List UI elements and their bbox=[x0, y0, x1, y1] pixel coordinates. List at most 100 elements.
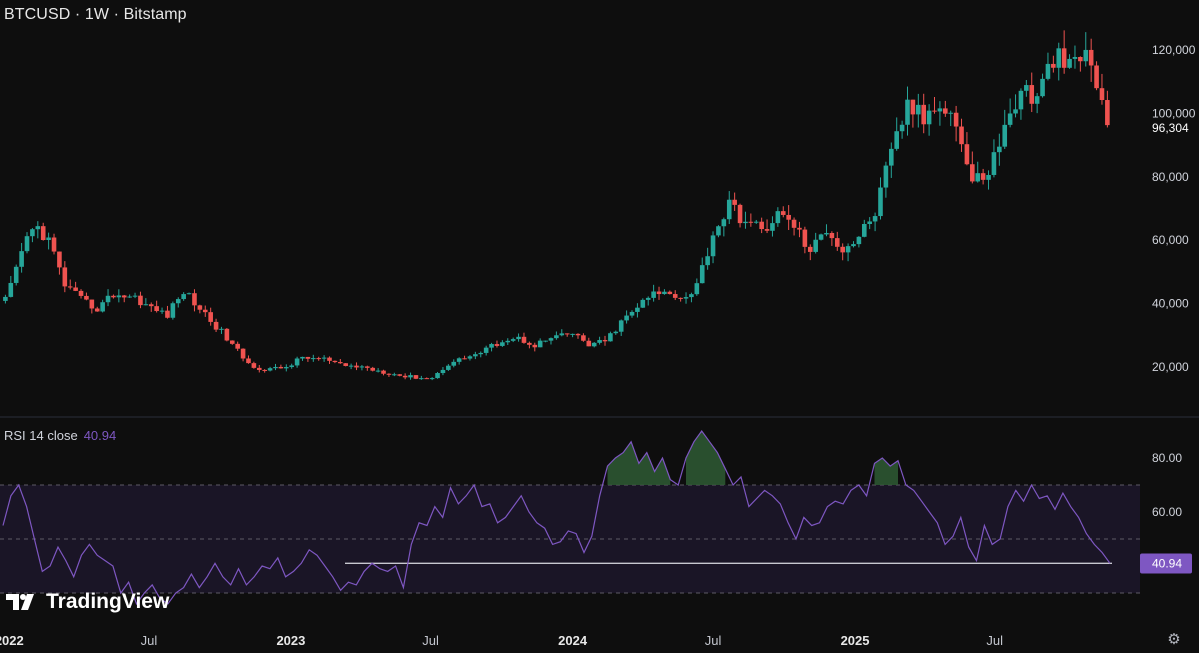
candle-body bbox=[132, 295, 138, 297]
candle-body bbox=[878, 187, 883, 217]
price-axis[interactable]: 20,000 40,000 60,000 80,000 100,000 120,000 bbox=[1152, 43, 1196, 374]
symbol-title[interactable]: BTCUSD · 1W · Bitstamp bbox=[4, 6, 187, 23]
candle-body bbox=[726, 199, 732, 220]
candle-body bbox=[392, 374, 397, 376]
candle-body bbox=[478, 352, 484, 355]
candle-body bbox=[543, 340, 548, 342]
candle-body bbox=[229, 340, 235, 344]
grid-lines bbox=[0, 484, 1140, 594]
candle-body bbox=[240, 348, 246, 359]
candle-body bbox=[586, 340, 592, 347]
candle-body bbox=[656, 291, 662, 295]
candle-body bbox=[1002, 124, 1008, 147]
candle-body bbox=[770, 223, 775, 231]
candle-body bbox=[888, 148, 894, 166]
time-tick-label: Jul bbox=[141, 633, 158, 648]
candle-body bbox=[24, 236, 30, 252]
candle-body bbox=[775, 211, 781, 224]
candle-body bbox=[672, 294, 678, 298]
candle-body bbox=[894, 131, 899, 149]
candle-body bbox=[791, 219, 797, 228]
candle-body bbox=[94, 308, 100, 312]
candle-body bbox=[202, 309, 208, 313]
candle-body bbox=[591, 342, 597, 347]
candle-body bbox=[343, 363, 349, 366]
candle-body bbox=[797, 227, 802, 230]
candle-body bbox=[1083, 49, 1089, 62]
candle-body bbox=[813, 239, 818, 252]
candle-body bbox=[467, 356, 473, 359]
candle-body bbox=[219, 328, 224, 330]
candle-body bbox=[970, 164, 975, 182]
candle-body bbox=[559, 333, 565, 336]
candle-body bbox=[332, 360, 338, 363]
last-price-marker: 96,304 bbox=[1146, 120, 1196, 137]
settings-icon[interactable]: ⚙ bbox=[1167, 631, 1181, 648]
candle-body bbox=[105, 295, 111, 303]
rsi-legend[interactable]: RSI 14 close 40.94 bbox=[4, 428, 116, 443]
rsi-overbought-area bbox=[686, 431, 726, 485]
candle-body bbox=[953, 112, 959, 127]
candle-body bbox=[743, 221, 748, 224]
candle-body bbox=[527, 342, 532, 345]
candle-body bbox=[224, 328, 230, 341]
candle-body bbox=[602, 340, 608, 342]
candle-body bbox=[678, 297, 683, 299]
candle-body bbox=[159, 310, 165, 312]
candle-body bbox=[278, 366, 284, 369]
candle-body bbox=[197, 305, 203, 310]
candle-body bbox=[780, 211, 786, 215]
candle-body bbox=[267, 368, 273, 371]
tradingview-logo: TradingView bbox=[6, 590, 169, 614]
candle-body bbox=[732, 199, 737, 205]
candle-body bbox=[192, 293, 197, 306]
candle-body bbox=[246, 358, 251, 364]
rsi-overbought-fill bbox=[607, 431, 898, 485]
candle-body bbox=[386, 373, 392, 375]
candlestick-series bbox=[3, 30, 1110, 381]
candle-body bbox=[256, 367, 262, 370]
candle-body bbox=[46, 237, 51, 240]
candle-body bbox=[78, 290, 84, 296]
candle-body bbox=[402, 375, 408, 378]
candle-body bbox=[564, 333, 570, 335]
price-tick-label: 100,000 bbox=[1152, 106, 1196, 120]
candle-body bbox=[419, 378, 424, 380]
candle-body bbox=[1045, 63, 1051, 79]
candle-body bbox=[262, 369, 267, 371]
candle-body bbox=[181, 294, 186, 300]
candle-body bbox=[883, 165, 889, 188]
candle-body bbox=[165, 310, 170, 318]
candle-body bbox=[916, 104, 921, 115]
time-tick-label: 2022 bbox=[0, 633, 24, 648]
price-tick-label: 80,000 bbox=[1152, 170, 1189, 184]
candle-body bbox=[462, 358, 467, 360]
candle-body bbox=[8, 282, 14, 297]
candle-body bbox=[143, 304, 149, 306]
candle-body bbox=[510, 339, 516, 341]
candle-body bbox=[554, 335, 559, 339]
candle-body bbox=[138, 295, 143, 306]
candle-body bbox=[516, 336, 521, 340]
candle-body bbox=[980, 173, 986, 180]
candle-body bbox=[424, 378, 430, 380]
rsi-line bbox=[2, 429, 1111, 606]
candle-body bbox=[964, 144, 970, 165]
candle-body bbox=[500, 342, 505, 346]
candle-body bbox=[57, 251, 62, 268]
candle-body bbox=[629, 311, 635, 316]
time-tick-label: Jul bbox=[422, 633, 439, 648]
candle-body bbox=[705, 256, 710, 266]
rsi-legend-name: RSI 14 close bbox=[4, 428, 78, 443]
candle-body bbox=[1013, 109, 1018, 114]
candle-body bbox=[1094, 65, 1099, 89]
candle-body bbox=[327, 357, 332, 361]
candle-body bbox=[926, 110, 932, 125]
candle-body bbox=[413, 375, 419, 379]
candle-body bbox=[716, 226, 721, 236]
time-axis[interactable]: 2022 Jul 2023 Jul 2024 Jul 2025 Jul bbox=[0, 633, 1003, 648]
candle-body bbox=[89, 299, 95, 309]
candle-body bbox=[370, 367, 376, 371]
candle-body bbox=[753, 221, 759, 223]
